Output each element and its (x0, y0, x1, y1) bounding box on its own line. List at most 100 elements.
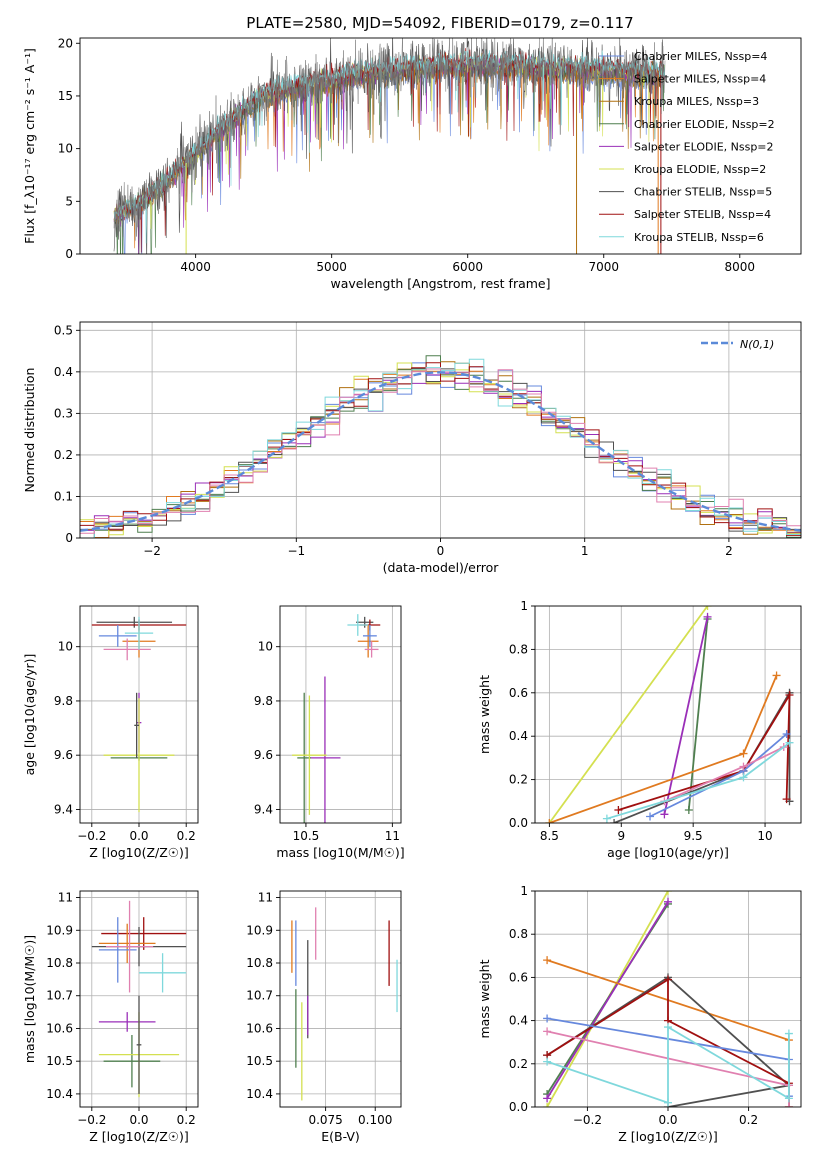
panel-weight-vs-age: 8.5 9 9.5 10 0.0 0.2 0.4 0.6 0.8 1 age [log10(age/… (477, 599, 802, 860)
x-tick-label: 4000 (180, 260, 211, 274)
weight-point-marker (543, 1014, 552, 1023)
y-tick-label: 10 (58, 142, 73, 156)
legend-label: Kroupa MILES, Nssp=3 (634, 95, 759, 108)
legend-label: Chabrier MILES, Nssp=4 (634, 50, 767, 63)
y-tick-label: 10.7 (246, 989, 273, 1003)
weight-point-marker (684, 805, 693, 814)
legend-label: Chabrier STELIB, Nssp=5 (634, 186, 772, 199)
legend: Chabrier MILES, Nssp=4 Salpeter MILES, Ns… (599, 50, 775, 244)
weight-point-marker (739, 749, 748, 758)
weight-point-marker (782, 795, 791, 804)
y-tick-label: 10.8 (246, 956, 273, 970)
y-tick-label: 15 (58, 89, 73, 103)
weight-point-marker (772, 671, 781, 680)
plot-area-mass-vs-Z (80, 891, 198, 1107)
y-tick-label: 0.1 (54, 489, 73, 503)
y-tick-label: 1 (520, 884, 528, 898)
y-tick-label: 0.5 (54, 323, 73, 337)
y-tick-label: 0.4 (54, 365, 73, 379)
y-tick-label: 0.8 (509, 642, 528, 656)
y-tick-label: 9.8 (54, 694, 73, 708)
x-tick-label: 10 (757, 829, 772, 843)
y-tick-label: 10 (258, 640, 273, 654)
weight-point-marker (543, 956, 552, 965)
panel-mass-vs-ebv: 0.075 0.100 10.4 10.5 10.6 10.7 10.8 10.9 11 E(B-… (246, 891, 402, 1144)
y-tick-label: 0.0 (509, 816, 528, 830)
panel-age-vs-mass: 10.5 11 9.4 9.6 9.8 10 mass [log10(M/M☉)] (254, 605, 405, 860)
panel-mass-vs-Z: −0.2 0.0 0.2 10.4 10.5 10.6 10.7 10.8 10.9 11 Z [l… (22, 891, 199, 1144)
y-tick-label: 0.4 (509, 729, 528, 743)
y-axis-label: Flux [f_λ10⁻¹⁷ erg cm⁻² s⁻¹ A⁻¹] (22, 48, 37, 244)
weight-series-line (618, 691, 791, 811)
plot-area-age-vs-Z (80, 606, 198, 823)
x-tick-label: 9.5 (684, 829, 703, 843)
y-axis-label: Normed distribution (22, 368, 37, 493)
legend-label: Salpeter ELODIE, Nssp=2 (634, 140, 774, 153)
y-tick-label: 10.6 (246, 1021, 273, 1035)
y-axis-label: mass [log10(M/M☉)] (22, 935, 37, 1063)
panel-weight-vs-Z: −0.2 0.0 0.2 0.0 0.2 0.4 0.6 0.8 1 Z [log10(Z/Z☉)… (477, 884, 802, 1144)
x-tick-label: −1 (287, 544, 305, 558)
y-tick-label: 0.2 (509, 1057, 528, 1071)
y-tick-label: 0.2 (509, 773, 528, 787)
weight-point-marker (646, 812, 655, 821)
x-axis-label: E(B-V) (321, 1129, 360, 1144)
weight-point-marker (664, 1023, 672, 1032)
x-tick-label: 0.2 (739, 1113, 758, 1127)
weight-series-line (663, 616, 709, 815)
weight-point-marker (660, 810, 669, 819)
x-tick-label: 0.2 (177, 1113, 196, 1127)
x-axis-label: Z [log10(Z/Z☉)] (618, 1129, 718, 1144)
y-tick-label: 10.5 (46, 1054, 73, 1068)
x-tick-label: 9 (617, 829, 625, 843)
y-tick-label: 0.8 (509, 927, 528, 941)
weight-point-marker (782, 730, 791, 739)
weight-point-marker (664, 897, 672, 906)
normal-curve-line (80, 371, 801, 532)
legend: N(0,1) (701, 338, 774, 351)
weight-series-line (687, 618, 709, 811)
panel-residuals: −2 −1 0 1 2 0 0.1 0.2 0.3 0.4 0.5 (data-model)/erro… (22, 321, 802, 575)
weight-point-marker (784, 1094, 793, 1103)
x-tick-label: 0.0 (658, 1113, 677, 1127)
y-tick-label: 10.5 (246, 1054, 273, 1068)
plot-area-spectrum (113, 38, 666, 254)
x-tick-label: −2 (143, 544, 161, 558)
y-tick-label: 10.9 (46, 923, 73, 937)
weight-point-marker (784, 1103, 793, 1107)
x-tick-label: 8000 (725, 260, 756, 274)
x-axis-label: wavelength [Angstrom, rest frame] (330, 276, 550, 291)
weight-point-marker (703, 612, 712, 621)
y-tick-label: 11 (258, 891, 273, 905)
x-axis-label: mass [log10(M/M☉)] (276, 845, 404, 860)
y-tick-label: 10 (58, 640, 73, 654)
legend-label: Kroupa STELIB, Nssp=6 (634, 231, 764, 244)
y-tick-label: 0.3 (54, 406, 73, 420)
weight-point-marker (703, 606, 712, 610)
y-tick-label: 5 (65, 194, 73, 208)
y-tick-label: 0 (65, 531, 73, 545)
plot-area-weight-vs-Z (535, 891, 801, 1107)
x-tick-label: 2 (725, 544, 733, 558)
weight-series-line (649, 733, 788, 818)
axes-frame (534, 605, 802, 824)
legend-label: Kroupa ELODIE, Nssp=2 (634, 163, 766, 176)
legend-label: Salpeter STELIB, Nssp=4 (634, 208, 771, 221)
weight-point-marker (545, 819, 554, 823)
x-tick-label: 0.0 (129, 829, 148, 843)
legend-label: Salpeter MILES, Nssp=4 (634, 73, 766, 86)
plot-area-weight-vs-age (535, 606, 801, 823)
weight-point-marker (664, 1098, 672, 1107)
x-tick-label: 8.5 (540, 829, 559, 843)
weight-point-marker (784, 1029, 793, 1038)
weight-point-marker (785, 738, 794, 747)
y-tick-label: 10.4 (246, 1087, 273, 1101)
panel-spectrum: 4000 5000 6000 7000 8000 0 5 10 15 20 wavelength [… (22, 36, 802, 291)
y-tick-label: 11 (58, 891, 73, 905)
y-axis-label: age [log10(age/yr)] (22, 654, 37, 776)
spectrum-data-line (113, 38, 666, 241)
x-tick-label: −0.2 (573, 1113, 602, 1127)
x-axis-label: age [log10(age/yr)] (607, 845, 729, 860)
weight-series-line (664, 746, 785, 803)
